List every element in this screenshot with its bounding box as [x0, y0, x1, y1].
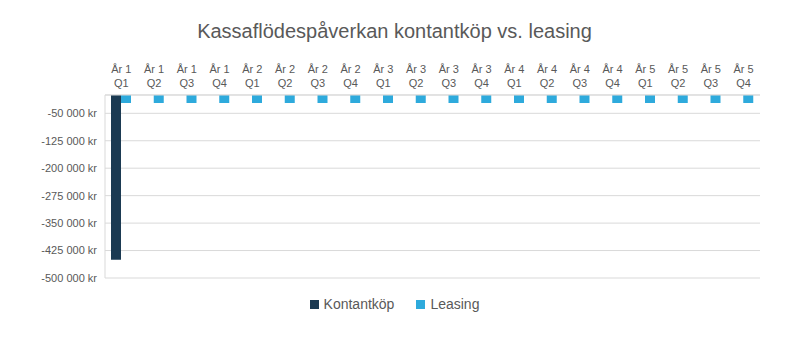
svg-text:Q4: Q4	[605, 77, 620, 89]
svg-text:År 4: År 4	[504, 63, 524, 75]
svg-text:Q4: Q4	[474, 77, 489, 89]
svg-text:Q3: Q3	[573, 77, 588, 89]
svg-text:År 5: År 5	[734, 63, 754, 75]
svg-text:-500 000 kr: -500 000 kr	[41, 272, 97, 284]
svg-text:År 4: År 4	[603, 63, 623, 75]
svg-text:År 3: År 3	[439, 63, 459, 75]
svg-text:Q2: Q2	[409, 77, 424, 89]
svg-text:År 2: År 2	[242, 63, 262, 75]
svg-text:År 2: År 2	[308, 63, 328, 75]
svg-text:-350 000 kr: -350 000 kr	[41, 217, 97, 229]
svg-text:-125 000 kr: -125 000 kr	[41, 135, 97, 147]
svg-text:År 3: År 3	[472, 63, 492, 75]
svg-text:-425 000 kr: -425 000 kr	[41, 244, 97, 256]
svg-text:År 1: År 1	[144, 63, 164, 75]
svg-text:Q3: Q3	[311, 77, 326, 89]
svg-text:Q1: Q1	[638, 77, 653, 89]
svg-text:-50 000 kr: -50 000 kr	[47, 107, 97, 119]
svg-text:Q1: Q1	[114, 77, 129, 89]
svg-text:År 2: År 2	[275, 63, 295, 75]
svg-text:Q4: Q4	[736, 77, 751, 89]
html-text:Kontantköp: Kontantköp	[323, 296, 395, 312]
svg-text:Q4: Q4	[212, 77, 227, 89]
svg-text:Q3: Q3	[442, 77, 457, 89]
svg-text:Q1: Q1	[245, 77, 260, 89]
svg-text:År 1: År 1	[111, 63, 131, 75]
svg-text:Q1: Q1	[507, 77, 522, 89]
svg-text:-275 000 kr: -275 000 kr	[41, 190, 97, 202]
svg-text:År 3: År 3	[373, 63, 393, 75]
svg-text:Q2: Q2	[671, 77, 686, 89]
svg-text:Q4: Q4	[343, 77, 358, 89]
svg-text:Q2: Q2	[278, 77, 293, 89]
svg-text:Q1: Q1	[376, 77, 391, 89]
svg-text:År 4: År 4	[570, 63, 590, 75]
svg-text:Q2: Q2	[147, 77, 162, 89]
svg-text:År 1: År 1	[177, 63, 197, 75]
html-text:Kassaflödespåverkan kontantköp: Kassaflödespåverkan kontantköp vs. leasi…	[197, 20, 592, 42]
svg-text:-200 000 kr: -200 000 kr	[41, 162, 97, 174]
svg-text:År 3: År 3	[406, 63, 426, 75]
svg-text:Q3: Q3	[704, 77, 719, 89]
svg-text:År 4: År 4	[537, 63, 557, 75]
svg-text:Q2: Q2	[540, 77, 555, 89]
html-text:Leasing: Leasing	[430, 296, 480, 312]
svg-text:År 5: År 5	[668, 63, 688, 75]
svg-text:År 5: År 5	[635, 63, 655, 75]
svg-text:År 1: År 1	[210, 63, 230, 75]
svg-text:År 2: År 2	[341, 63, 361, 75]
svg-text:År 5: År 5	[701, 63, 721, 75]
svg-text:Q3: Q3	[180, 77, 195, 89]
